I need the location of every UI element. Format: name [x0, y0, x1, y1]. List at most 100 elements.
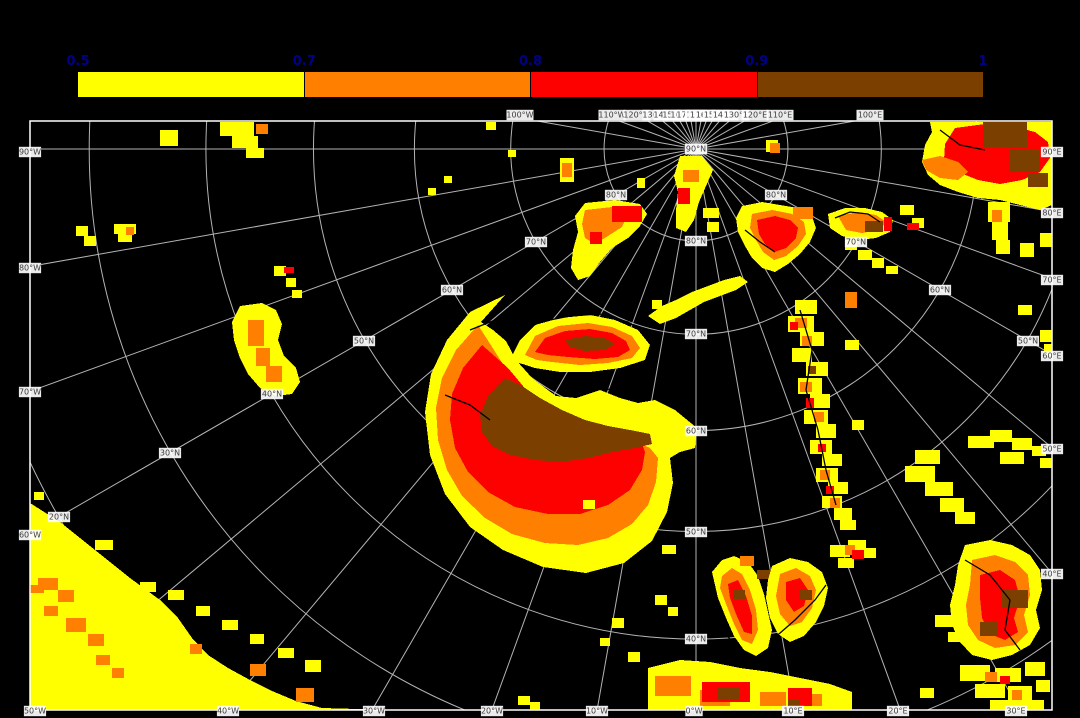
svg-text:110°W: 110°W	[598, 111, 625, 120]
longitude-label: 60°E	[1040, 350, 1064, 362]
colorbar-tick-label: 1	[978, 54, 988, 69]
svg-text:90°E: 90°E	[1042, 148, 1061, 157]
longitude-label: 80°W	[18, 262, 41, 274]
longitude-label: 20°E	[886, 705, 910, 717]
longitude-label: 100°E	[856, 109, 884, 121]
latitude-label: 40°N	[260, 388, 284, 400]
svg-text:40°E: 40°E	[1042, 570, 1061, 579]
latitude-label: 40°N	[684, 633, 708, 645]
svg-text:20°N: 20°N	[49, 513, 69, 522]
svg-text:60°E: 60°E	[1042, 352, 1061, 361]
longitude-label: 30°E	[1004, 705, 1028, 717]
longitude-label: 50°E	[1040, 443, 1064, 455]
latitude-label: 50°N	[684, 526, 708, 538]
svg-text:60°N: 60°N	[930, 286, 950, 295]
colorbar-segment	[757, 72, 983, 97]
latitude-label: 80°N	[764, 189, 788, 201]
longitude-label: 50°W	[23, 705, 46, 717]
longitude-label: 0°W	[685, 705, 703, 717]
latitude-label: 60°N	[928, 284, 952, 296]
longitude-label: 90°E	[1040, 146, 1064, 158]
svg-text:50°E: 50°E	[1042, 445, 1061, 454]
longitude-label: 90°W	[18, 146, 41, 158]
svg-text:40°N: 40°N	[686, 635, 706, 644]
latitude-label: 80°N	[684, 235, 708, 247]
svg-text:60°N: 60°N	[686, 427, 706, 436]
longitude-label: 10°W	[585, 705, 608, 717]
latitude-label: 20°N	[47, 511, 71, 523]
colorbar-ticks: 0.5 0.7 0.8 0.9 1	[66, 54, 987, 70]
longitude-label: 120°E	[741, 109, 769, 121]
coastlines	[444, 129, 1021, 663]
svg-text:90°N: 90°N	[686, 145, 706, 154]
colorbar-bar	[78, 72, 983, 97]
svg-text:10°E: 10°E	[783, 707, 802, 716]
longitude-label: 70°W	[18, 386, 41, 398]
svg-text:70°W: 70°W	[19, 388, 41, 397]
svg-text:50°N: 50°N	[686, 528, 706, 537]
map-frame	[29, 120, 1053, 711]
colorbar-tick-label: 0.9	[745, 54, 769, 69]
latitude-label: 60°N	[684, 425, 708, 437]
colorbar: 0.5 0.7 0.8 0.9 1	[66, 54, 988, 98]
svg-text:20°W: 20°W	[481, 707, 503, 716]
latitude-label: 50°N	[1016, 335, 1040, 347]
longitude-label: 40°W	[216, 705, 239, 717]
svg-text:50°N: 50°N	[354, 337, 374, 346]
longitude-label: 110°E	[766, 109, 794, 121]
longitude-label: 70°E	[1040, 274, 1064, 286]
colorbar-tick-label: 0.8	[518, 54, 543, 69]
svg-text:10°W: 10°W	[586, 707, 608, 716]
svg-text:80°N: 80°N	[606, 191, 626, 200]
latitude-label: 80°N	[604, 189, 628, 201]
longitude-label: 40°E	[1040, 568, 1064, 580]
latitude-label: 30°N	[158, 447, 182, 459]
longitude-label: 60°W	[18, 529, 41, 541]
svg-text:60°W: 60°W	[19, 531, 41, 540]
svg-text:70°E: 70°E	[1042, 276, 1061, 285]
svg-text:50°W: 50°W	[24, 707, 46, 716]
svg-text:40°N: 40°N	[262, 390, 282, 399]
latitude-label: 70°N	[684, 328, 708, 340]
latitude-label: 70°N	[844, 236, 868, 248]
latitude-label: 60°N	[440, 284, 464, 296]
longitude-label: 80°E	[1040, 207, 1064, 219]
colorbar-segment	[304, 72, 531, 97]
svg-text:50°N: 50°N	[1018, 337, 1038, 346]
longitude-label: 30°W	[362, 705, 385, 717]
svg-text:130°E: 130°E	[724, 111, 748, 120]
svg-text:80°W: 80°W	[19, 264, 41, 273]
svg-text:80°N: 80°N	[766, 191, 786, 200]
svg-text:120°W: 120°W	[623, 111, 650, 120]
svg-text:40°W: 40°W	[217, 707, 239, 716]
longitude-label: 20°W	[480, 705, 503, 717]
svg-text:0°W: 0°W	[686, 707, 703, 716]
colorbar-segment	[78, 72, 305, 97]
svg-text:30°W: 30°W	[363, 707, 385, 716]
svg-text:100°E: 100°E	[858, 111, 882, 120]
colorbar-tick-label: 0.5	[66, 54, 90, 69]
svg-text:70°N: 70°N	[686, 330, 706, 339]
latitude-label: 70°N	[524, 236, 548, 248]
svg-text:60°N: 60°N	[442, 286, 462, 295]
longitude-label: 100°W	[506, 109, 534, 121]
probability-shading	[30, 122, 1052, 710]
longitude-label: 120°W	[623, 109, 651, 121]
pole-label: 90°N	[684, 143, 708, 155]
svg-text:100°W: 100°W	[506, 111, 533, 120]
svg-text:110°E: 110°E	[768, 111, 792, 120]
latitude-label: 50°N	[352, 335, 376, 347]
svg-text:30°E: 30°E	[1006, 707, 1025, 716]
colorbar-tick-label: 0.7	[292, 54, 316, 69]
longitude-label: 10°E	[781, 705, 805, 717]
svg-text:90°W: 90°W	[19, 148, 41, 157]
longitude-label: 110°W	[598, 109, 626, 121]
svg-text:80°N: 80°N	[686, 237, 706, 246]
svg-text:70°N: 70°N	[526, 238, 546, 247]
svg-text:30°N: 30°N	[160, 449, 180, 458]
svg-text:80°E: 80°E	[1042, 209, 1061, 218]
svg-text:120°E: 120°E	[743, 111, 767, 120]
svg-text:70°N: 70°N	[846, 238, 866, 247]
